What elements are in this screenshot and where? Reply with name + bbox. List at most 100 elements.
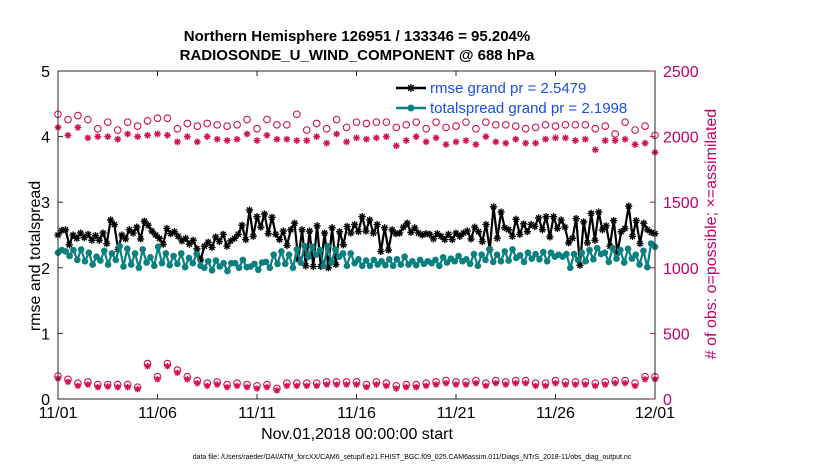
possible-obs-point bbox=[263, 115, 271, 124]
possible-obs-point bbox=[143, 117, 152, 125]
possible-obs-point bbox=[631, 126, 639, 134]
x-tick-label: 11/01 bbox=[39, 405, 78, 422]
rmse-point bbox=[467, 235, 475, 243]
assimilated-obs-point-low bbox=[313, 382, 320, 390]
assimilated-obs-point bbox=[631, 141, 639, 148]
rmse-point bbox=[474, 228, 483, 236]
assimilated-obs-point bbox=[303, 137, 311, 144]
possible-obs-point bbox=[83, 115, 92, 124]
rmse-point bbox=[429, 235, 438, 243]
rmse-point bbox=[602, 222, 610, 230]
possible-obs-point bbox=[531, 123, 540, 132]
totalspread-point bbox=[108, 250, 116, 257]
rmse-point bbox=[144, 221, 152, 229]
y-axis-right: 0 500 1000 1500 2000 2500 bbox=[650, 64, 699, 409]
assimilated-obs-point-low bbox=[462, 381, 470, 388]
assimilated-obs-point bbox=[482, 133, 490, 140]
footer-data-file: data file: /Users/raeder/DAI/ATM_forcXX/… bbox=[193, 454, 632, 461]
totalspread-point bbox=[231, 259, 239, 267]
totalspread-point bbox=[124, 245, 131, 253]
possible-obs-point bbox=[64, 115, 72, 124]
assimilated-obs-point bbox=[532, 139, 539, 147]
rmse-point bbox=[508, 232, 516, 240]
rmse-point bbox=[489, 203, 498, 211]
assimilated-obs-point bbox=[581, 135, 589, 143]
totalspread-point bbox=[201, 264, 208, 272]
totalspread-point bbox=[432, 256, 439, 264]
totalspread-point bbox=[158, 259, 166, 267]
rmse-point bbox=[103, 239, 111, 248]
totalspread-point bbox=[289, 264, 297, 272]
assimilated-obs-point bbox=[591, 146, 599, 154]
assimilated-obs-point-low bbox=[413, 383, 420, 391]
possible-obs-point bbox=[163, 114, 172, 123]
assimilated-obs-point bbox=[124, 130, 132, 138]
possible-obs-point bbox=[551, 122, 560, 130]
assimilated-obs-point-low bbox=[532, 382, 539, 390]
totalspread-point bbox=[624, 245, 632, 253]
assimilated-obs-point-low bbox=[303, 382, 310, 390]
assimilated-obs-point-low bbox=[204, 382, 211, 390]
assimilated-obs-point-low bbox=[84, 381, 92, 388]
assimilated-obs-point bbox=[144, 131, 151, 139]
assimilated-obs-point bbox=[223, 137, 231, 144]
possible-obs-point bbox=[362, 119, 371, 128]
totalspread-point bbox=[77, 246, 85, 253]
y-tick-label: 2 bbox=[41, 261, 50, 278]
totalspread-point bbox=[489, 258, 497, 266]
assimilated-obs-point bbox=[641, 139, 649, 147]
totalspread-point bbox=[270, 251, 277, 258]
totalspread-point bbox=[166, 261, 173, 269]
rmse-point bbox=[287, 226, 295, 234]
rmse-point bbox=[339, 241, 347, 249]
totalspread-point bbox=[135, 264, 143, 272]
totalspread-point bbox=[293, 246, 301, 253]
y-tick-label: 0 bbox=[41, 392, 50, 409]
rmse-point bbox=[133, 223, 141, 231]
totalspread-point bbox=[366, 262, 374, 270]
assimilated-obs-point bbox=[412, 133, 420, 140]
legend-spread-label: totalspread grand pr = 2.1998 bbox=[430, 100, 627, 117]
rmse-point bbox=[591, 236, 599, 244]
rmse-point bbox=[272, 230, 280, 238]
rmse-point bbox=[568, 234, 576, 242]
totalspread-point bbox=[520, 258, 528, 266]
totalspread-point bbox=[278, 248, 285, 255]
possible-obs-point bbox=[462, 118, 470, 127]
rmse-point bbox=[640, 219, 648, 227]
possible-obs-point bbox=[322, 124, 331, 133]
rmse-point bbox=[399, 223, 408, 231]
rmse-point bbox=[482, 220, 490, 229]
y-tick-label-right: 1500 bbox=[663, 195, 699, 212]
totalspread-point bbox=[385, 255, 393, 263]
x-tick-label: 11/11 bbox=[238, 405, 276, 422]
rmse-point bbox=[61, 226, 70, 234]
rmse-point bbox=[610, 216, 618, 225]
totalspread-point bbox=[285, 251, 293, 258]
rmse-point bbox=[595, 208, 603, 216]
y-tick-label: 4 bbox=[41, 130, 50, 147]
totalspread-point bbox=[482, 256, 489, 264]
assimilated-obs-point bbox=[601, 137, 609, 144]
possible-obs-point bbox=[511, 122, 520, 130]
totalspread-point bbox=[620, 259, 628, 266]
totalspread-point bbox=[116, 242, 123, 250]
totalspread-point bbox=[636, 261, 643, 268]
y-axis-label-left: rmse and totalspread bbox=[27, 181, 44, 331]
assimilated-obs-point-low bbox=[641, 376, 649, 383]
totalspread-point bbox=[563, 250, 570, 258]
assimilated-obs-point-low bbox=[403, 383, 410, 391]
possible-obs-point bbox=[133, 122, 142, 130]
legend-rmse-star bbox=[407, 84, 415, 92]
y-tick-label-right: 1000 bbox=[663, 261, 699, 278]
assimilated-obs-point bbox=[174, 138, 181, 146]
totalspread-point bbox=[509, 246, 516, 253]
assimilated-obs-point-low bbox=[612, 380, 619, 387]
assimilated-obs-point bbox=[472, 141, 480, 148]
assimilated-obs-point bbox=[343, 138, 350, 146]
assimilated-obs-point bbox=[512, 135, 520, 143]
rmse-point bbox=[621, 224, 629, 233]
rmse-point bbox=[362, 227, 370, 235]
rmse-point bbox=[223, 242, 231, 250]
totalspread-point bbox=[382, 261, 389, 269]
